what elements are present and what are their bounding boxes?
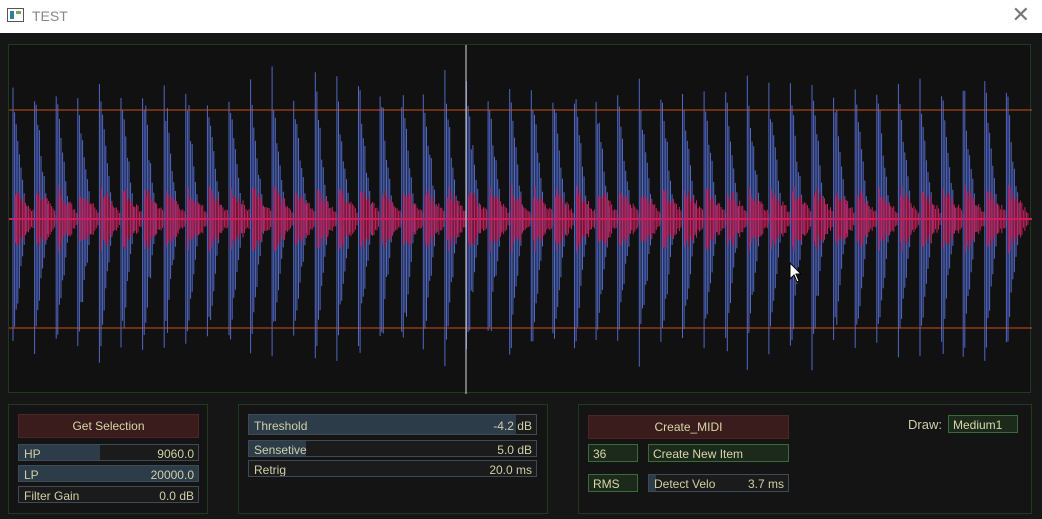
draw-mode-value: Medium1 (953, 418, 1003, 432)
waveform-hit (206, 105, 230, 337)
waveform-hit (962, 90, 986, 357)
waveform-hit (314, 72, 338, 359)
get-selection-button[interactable]: Get Selection (18, 414, 199, 438)
retrig-slider[interactable]: Retrig 20.0 ms (248, 460, 537, 477)
waveform-hit (142, 98, 165, 350)
waveform-hit (897, 83, 921, 358)
waveform-hit (163, 85, 187, 348)
detect-panel: Threshold -4.2 dB Sensetive 5.0 dB Retri… (238, 404, 548, 514)
close-icon[interactable]: ✕ (1011, 2, 1030, 27)
waveform-hit (1005, 92, 1029, 343)
threshold-label: Threshold (254, 419, 308, 433)
waveform-display[interactable] (8, 44, 1032, 394)
create-new-item-label: Create New Item (653, 447, 744, 461)
hp-value: 9060.0 (157, 447, 194, 461)
waveform-hit (789, 83, 813, 346)
waveform-hit (98, 84, 122, 363)
waveform-hit (379, 96, 403, 336)
waveform-hit (34, 101, 57, 354)
waveform-hit (725, 92, 748, 352)
waveform-hit (811, 85, 834, 371)
filter-gain-value: 0.0 dB (159, 489, 194, 503)
app-client-area: Get Selection HP 9060.0 LP 20000.0 Filte… (0, 33, 1042, 519)
retrig-label: Retrig (254, 463, 287, 477)
detect-velo-slider[interactable]: Detect Velo 3.7 ms (648, 474, 789, 492)
rms-toggle[interactable]: RMS (588, 474, 638, 492)
waveform-hit (984, 81, 1007, 361)
waveform-hit (77, 98, 100, 347)
threshold-value: -4.2 dB (493, 419, 532, 433)
title-bar: TEST ✕ (0, 0, 1042, 33)
selection-panel: Get Selection HP 9060.0 LP 20000.0 Filte… (8, 404, 208, 514)
draw-label: Draw: (908, 417, 942, 432)
sensetive-slider-fill (249, 441, 307, 456)
filter-gain-label: Filter Gain (24, 489, 80, 503)
hp-slider[interactable]: HP 9060.0 (18, 444, 199, 461)
hp-label: HP (24, 447, 41, 461)
threshold-slider[interactable]: Threshold -4.2 dB (248, 414, 537, 435)
waveform-hit (12, 87, 35, 341)
waveform-hit (55, 96, 79, 339)
waveform-hit (919, 78, 942, 356)
note-number-field[interactable]: 36 (588, 444, 638, 462)
waveform-hit (466, 81, 489, 350)
lp-slider[interactable]: LP 20000.0 (18, 465, 199, 482)
create-new-item-button[interactable]: Create New Item (648, 444, 789, 462)
threshold-slider-fill (249, 415, 516, 434)
mouse-pointer-icon (789, 262, 803, 283)
waveform-hit (941, 96, 964, 354)
detect-velo-slider-fill (649, 475, 656, 491)
sensetive-label: Sensetive (254, 443, 307, 457)
draw-mode-select[interactable]: Medium1 (948, 415, 1018, 433)
note-number-value: 36 (593, 447, 607, 461)
waveform-hit (228, 101, 251, 340)
retrig-value: 20.0 ms (489, 463, 532, 477)
detect-velo-label: Detect Velo (654, 477, 716, 491)
lp-slider-fill (19, 466, 198, 481)
waveform-hit (595, 101, 619, 340)
midi-panel: Create_MIDI 36 Create New Item RMS Detec… (578, 404, 1032, 514)
waveform-canvas[interactable] (9, 45, 1032, 394)
waveform-hit (574, 99, 597, 349)
detect-velo-value: 3.7 ms (747, 477, 784, 491)
waveform-hit (509, 89, 532, 355)
waveform-hit (487, 101, 511, 331)
waveform-hit (422, 94, 446, 350)
waveform-hit (746, 75, 770, 370)
waveform-hit (530, 90, 554, 342)
lp-value: 20000.0 (150, 468, 194, 482)
create-midi-button[interactable]: Create_MIDI (588, 415, 789, 439)
rms-label: RMS (593, 477, 620, 491)
waveform-hit (682, 94, 705, 338)
lp-label: LP (24, 468, 39, 482)
sensetive-slider[interactable]: Sensetive 5.0 dB (248, 440, 537, 457)
filter-gain-slider[interactable]: Filter Gain 0.0 dB (18, 486, 199, 503)
waveform-hit (401, 95, 424, 338)
window-title: TEST (32, 8, 68, 24)
app-window-icon (7, 8, 24, 22)
sensetive-value: 5.0 dB (497, 443, 532, 457)
waveform-hit (660, 99, 683, 342)
waveform-hit (552, 102, 575, 339)
hp-slider-fill (19, 445, 100, 460)
waveform-hit (638, 78, 662, 367)
waveform-hit (250, 79, 273, 354)
waveform-hit (120, 98, 143, 348)
